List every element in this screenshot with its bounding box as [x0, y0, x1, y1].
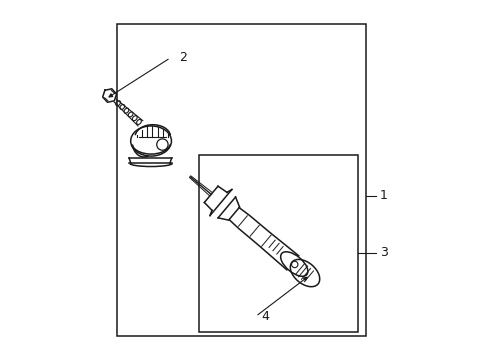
- Text: 3: 3: [380, 246, 388, 259]
- Text: 2: 2: [179, 51, 187, 64]
- Bar: [118, 24, 366, 336]
- Text: 4: 4: [261, 310, 269, 323]
- Text: 1: 1: [380, 189, 388, 202]
- Bar: [199, 155, 358, 332]
